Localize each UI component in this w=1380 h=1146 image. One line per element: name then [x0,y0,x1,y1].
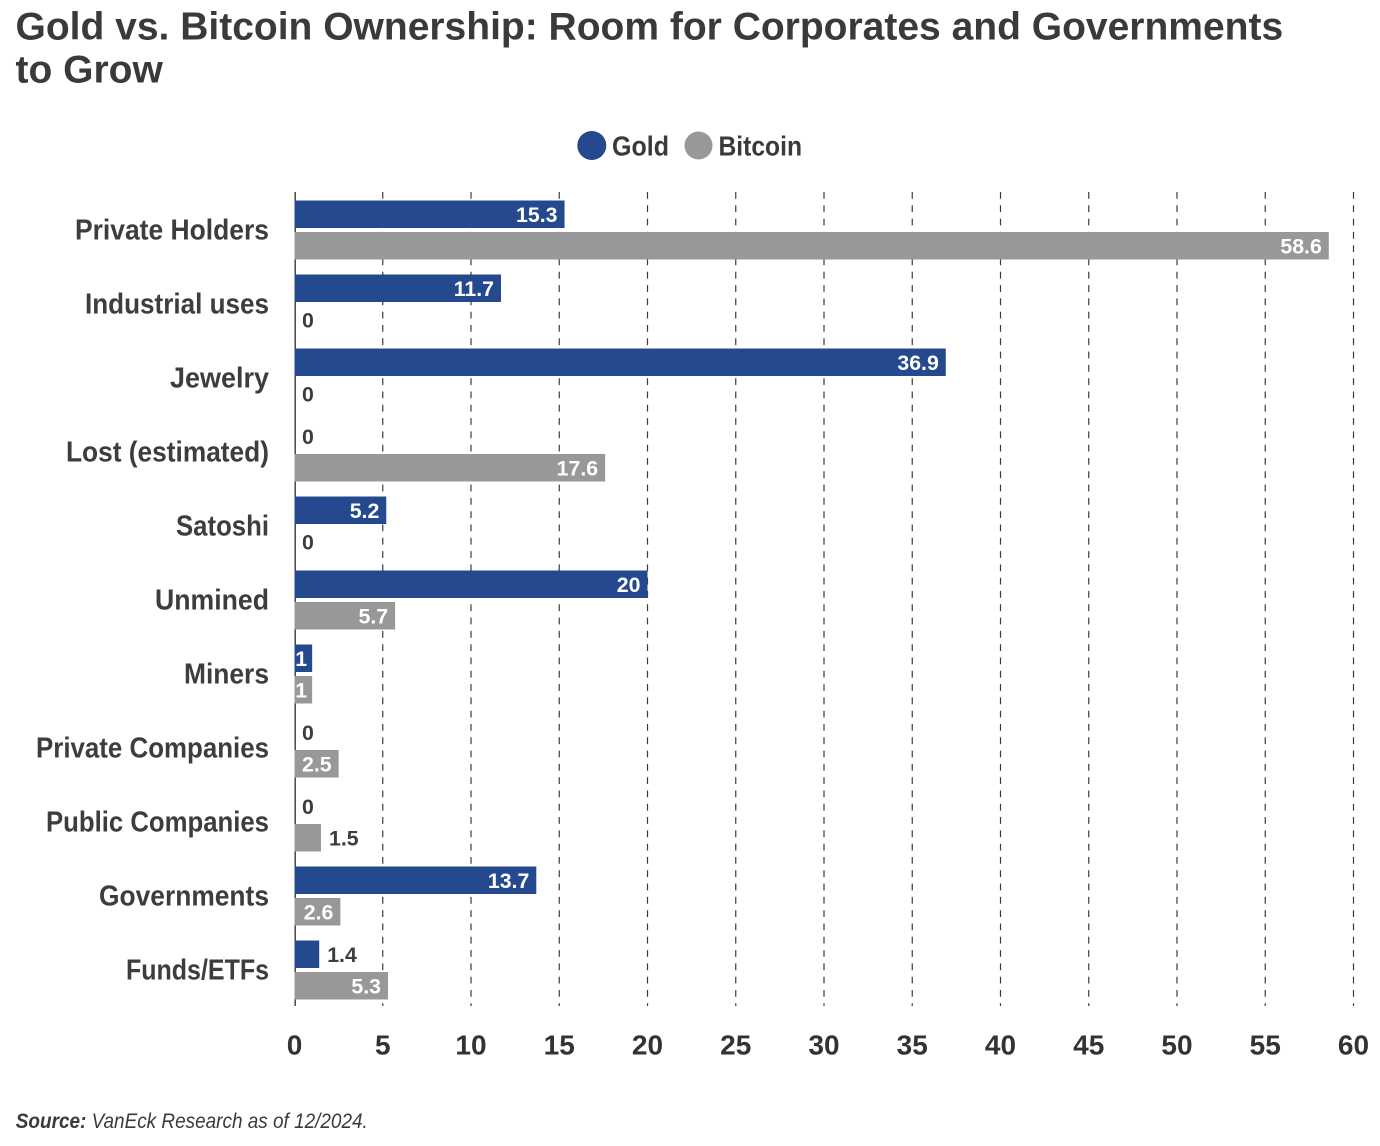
svg-text:Bitcoin: Bitcoin [719,131,803,162]
svg-text:0: 0 [302,425,314,449]
svg-text:11.7: 11.7 [454,277,494,301]
svg-text:2.5: 2.5 [302,752,332,776]
svg-text:30: 30 [808,1030,839,1061]
svg-text:Source: VanEck Research as of: Source: VanEck Research as of 12/2024. [16,1110,368,1133]
svg-text:0: 0 [302,530,314,554]
svg-text:20: 20 [632,1030,663,1061]
svg-text:15.3: 15.3 [516,203,558,227]
svg-text:13.7: 13.7 [488,869,529,893]
svg-text:10: 10 [455,1030,486,1061]
svg-text:Jewelry: Jewelry [170,362,269,394]
svg-text:0: 0 [302,308,314,332]
svg-text:0: 0 [302,382,314,406]
svg-text:20: 20 [617,573,641,597]
svg-text:5: 5 [375,1030,391,1061]
svg-text:0: 0 [302,721,314,745]
svg-text:15: 15 [544,1030,575,1061]
svg-text:Public Companies: Public Companies [46,806,269,838]
svg-text:17.6: 17.6 [557,456,599,480]
svg-text:Industrial uses: Industrial uses [85,288,269,320]
svg-text:Gold vs. Bitcoin Ownership: Ro: Gold vs. Bitcoin Ownership: Room for Cor… [16,6,1284,49]
svg-text:5.3: 5.3 [351,974,381,998]
svg-text:50: 50 [1161,1030,1192,1061]
svg-text:35: 35 [897,1030,928,1061]
svg-text:0: 0 [287,1030,303,1061]
svg-text:5.7: 5.7 [358,604,388,628]
svg-text:Unmined: Unmined [155,584,269,616]
svg-text:45: 45 [1073,1030,1104,1061]
svg-text:Funds/ETFs: Funds/ETFs [126,954,269,986]
svg-text:55: 55 [1250,1030,1281,1061]
svg-text:60: 60 [1338,1030,1369,1061]
svg-text:Private Holders: Private Holders [75,214,269,246]
svg-text:Lost (estimated): Lost (estimated) [66,436,269,468]
svg-text:1: 1 [295,678,307,702]
svg-text:Private Companies: Private Companies [36,732,269,764]
svg-text:5.2: 5.2 [350,499,380,523]
svg-text:to Grow: to Grow [16,49,164,92]
svg-text:1.4: 1.4 [327,943,357,967]
svg-text:2.6: 2.6 [304,900,334,924]
svg-text:0: 0 [302,795,314,819]
svg-text:1: 1 [295,647,307,671]
svg-text:Governments: Governments [99,880,269,912]
svg-text:Satoshi: Satoshi [176,510,269,542]
svg-text:Gold: Gold [612,131,669,162]
svg-text:25: 25 [720,1030,751,1061]
svg-text:Miners: Miners [184,658,269,690]
svg-text:1.5: 1.5 [329,826,359,850]
svg-text:58.6: 58.6 [1280,234,1322,258]
svg-text:36.9: 36.9 [897,351,939,375]
svg-text:40: 40 [985,1030,1016,1061]
